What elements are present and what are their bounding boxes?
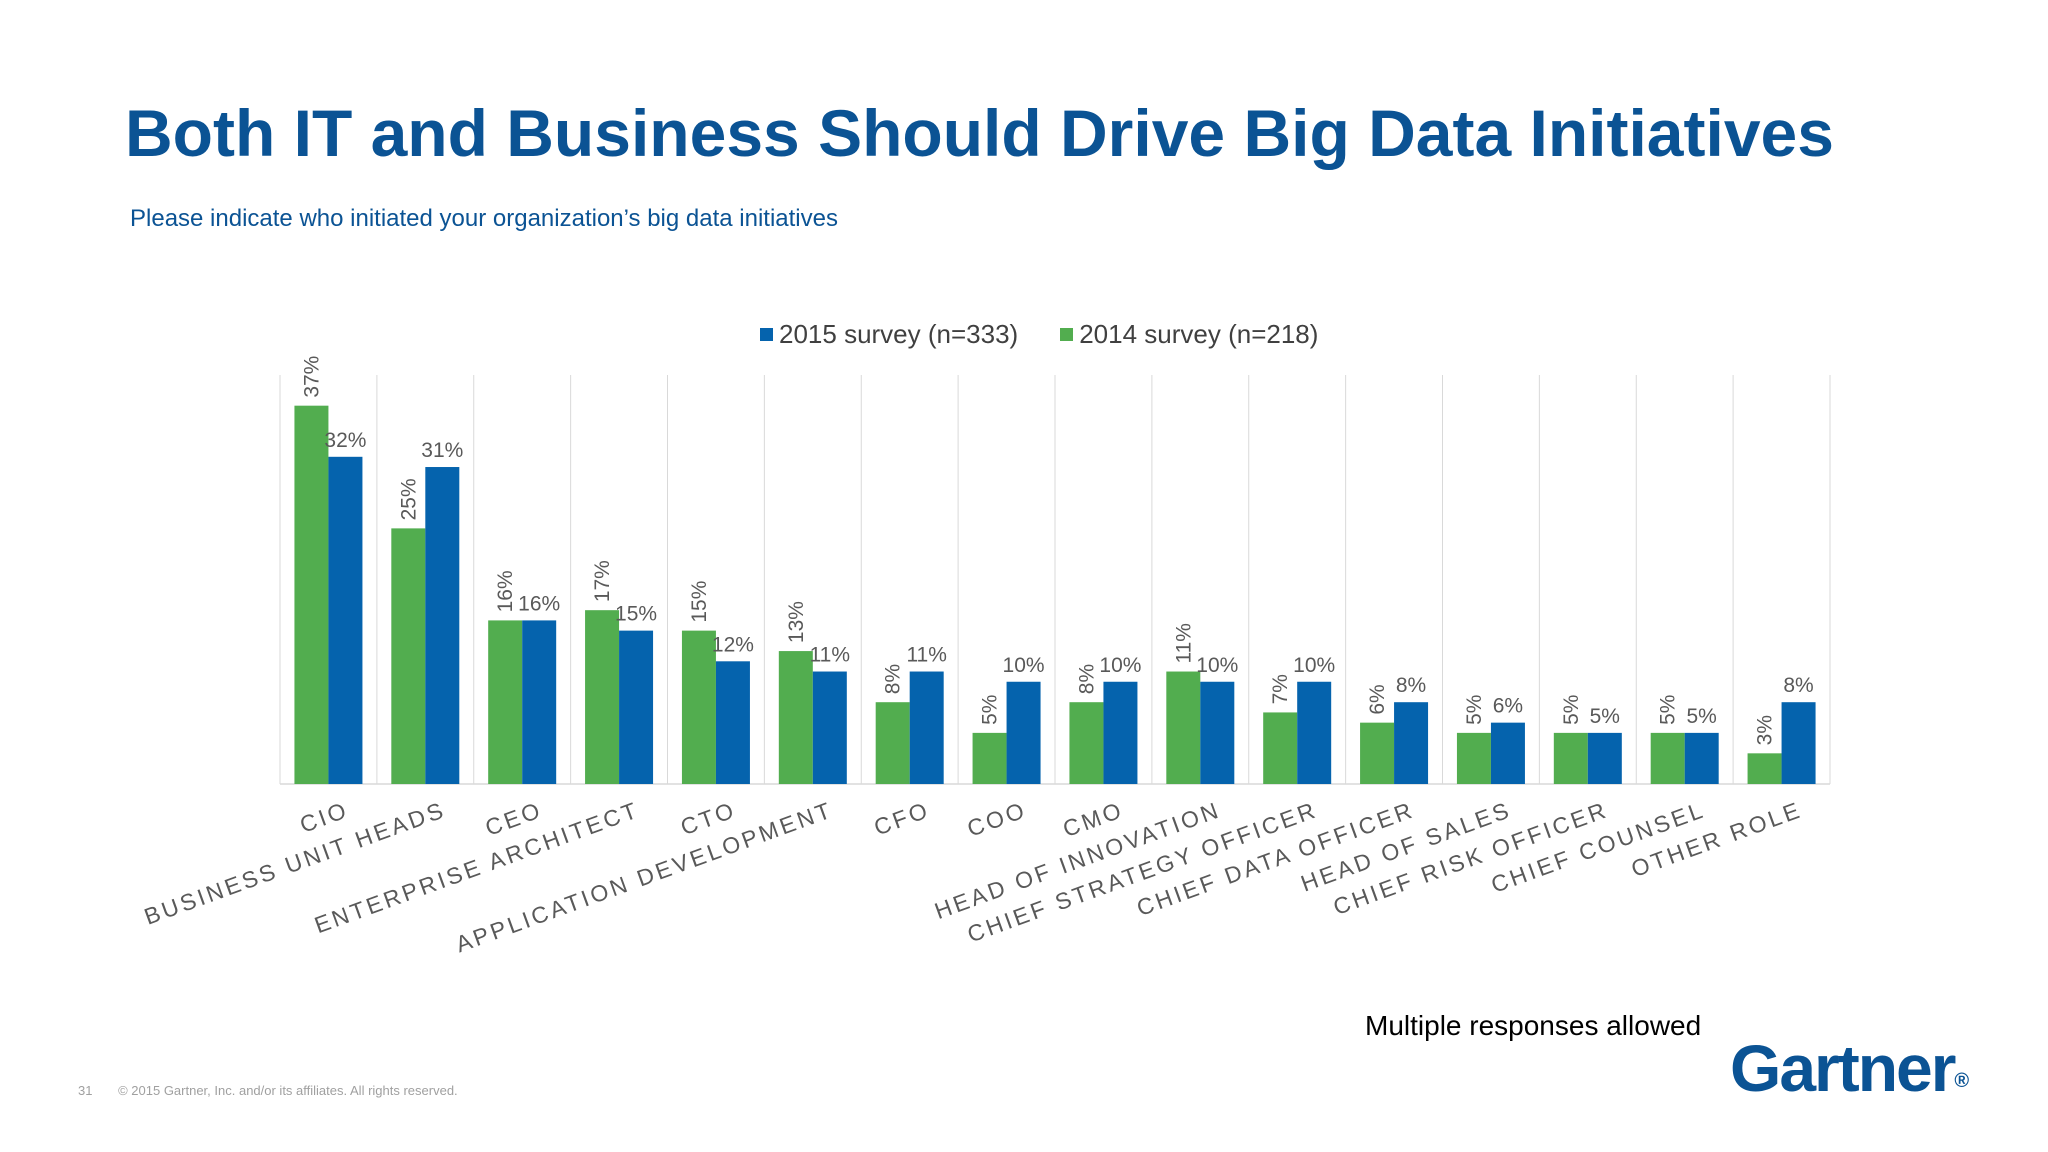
legend-entry-2015: 2015 survey (n=333) — [760, 319, 1018, 350]
data-label-2014: 25% — [397, 478, 420, 520]
data-label-2015: 10% — [1196, 654, 1238, 677]
data-label-2015: 15% — [615, 603, 657, 626]
bar-2015 — [1103, 681, 1138, 784]
data-label-2015: 11% — [906, 644, 946, 667]
bar-2015 — [1297, 681, 1332, 784]
data-label-2015: 8% — [1396, 674, 1426, 697]
bar-2014 — [778, 651, 813, 784]
bar-2014 — [681, 630, 716, 784]
data-label-2014: 5% — [1560, 695, 1583, 725]
bar-2015 — [1684, 732, 1719, 784]
bar-2015 — [328, 456, 363, 784]
bar-2015 — [812, 671, 847, 784]
chart-legend: 2015 survey (n=333) 2014 survey (n=218) — [760, 318, 1318, 350]
data-label-2014: 5% — [1463, 695, 1486, 725]
legend-entry-2014: 2014 survey (n=218) — [1060, 319, 1318, 350]
data-label-2015: 31% — [421, 439, 463, 462]
page-number: 31 — [78, 1083, 93, 1098]
bar-2014 — [488, 620, 523, 784]
bar-2014 — [972, 732, 1007, 784]
data-label-2014: 8% — [882, 664, 905, 694]
data-label-2015: 32% — [324, 429, 366, 452]
bar-2015 — [715, 661, 750, 784]
data-label-2014: 16% — [494, 570, 517, 612]
bar-2014 — [1263, 712, 1298, 784]
data-label-2014: 3% — [1754, 715, 1777, 745]
bar-2015 — [619, 630, 654, 784]
bar-2015 — [1394, 702, 1429, 784]
category-label: BUSINESS UNIT HEADS — [141, 796, 449, 929]
footer: 31 © 2015 Gartner, Inc. and/or its affil… — [78, 1083, 458, 1098]
bar-2015 — [909, 671, 944, 784]
bar-2014 — [391, 528, 426, 784]
category-label: ENTERPRISE ARCHITECT — [311, 796, 643, 938]
bar-2014 — [1553, 732, 1588, 784]
gartner-logo: Gartner® — [1730, 1030, 1969, 1106]
legend-swatch-2014 — [1060, 327, 1074, 341]
bar-2014 — [1360, 722, 1395, 784]
bar-2014 — [1069, 702, 1104, 784]
data-label-2015: 6% — [1493, 695, 1523, 718]
data-label-2015: 5% — [1590, 705, 1620, 728]
bar-2015 — [522, 620, 557, 784]
data-label-2015: 10% — [1293, 654, 1335, 677]
logo-registered-mark: ® — [1954, 1070, 1970, 1092]
data-label-2014: 15% — [688, 581, 711, 623]
category-label: COO — [964, 796, 1031, 841]
bar-2014 — [585, 610, 620, 784]
copyright-text: © 2015 Gartner, Inc. and/or its affiliat… — [118, 1083, 458, 1098]
bar-2015 — [1006, 681, 1041, 784]
bar-2014 — [875, 702, 910, 784]
legend-label-2015: 2015 survey (n=333) — [779, 318, 1019, 349]
data-label-2015: 10% — [1003, 654, 1045, 677]
data-label-2014: 6% — [1366, 684, 1389, 714]
survey-question: Please indicate who initiated your organ… — [130, 205, 838, 232]
data-label-2014: 5% — [979, 695, 1002, 725]
data-label-2014: 11% — [1172, 623, 1195, 663]
bar-2015 — [1200, 681, 1235, 784]
bar-2015 — [1587, 732, 1622, 784]
bar-2015 — [1490, 722, 1525, 784]
bar-2014 — [1166, 671, 1201, 784]
legend-label-2014: 2014 survey (n=218) — [1079, 318, 1319, 349]
bar-2014 — [294, 405, 329, 784]
responses-note: Multiple responses allowed — [1365, 1010, 1702, 1041]
page-title: Both IT and Business Should Drive Big Da… — [125, 96, 1834, 170]
data-label-2014: 5% — [1657, 695, 1680, 725]
data-label-2014: 37% — [300, 356, 323, 398]
bar-2015 — [425, 467, 460, 784]
data-label-2015: 16% — [518, 592, 560, 615]
data-label-2014: 17% — [591, 560, 614, 602]
bar-2014 — [1650, 732, 1685, 784]
data-label-2015: 11% — [810, 644, 850, 667]
data-label-2015: 5% — [1687, 705, 1717, 728]
bar-2014 — [1747, 753, 1782, 784]
data-label-2014: 7% — [1269, 674, 1292, 704]
data-label-2015: 12% — [712, 633, 754, 656]
data-label-2014: 8% — [1075, 664, 1098, 694]
bar-2015 — [1781, 702, 1816, 784]
bar-2014 — [1456, 732, 1491, 784]
logo-text: Gartner — [1730, 1031, 1956, 1105]
category-label: CFO — [870, 796, 933, 840]
data-label-2015: 10% — [1099, 654, 1141, 677]
legend-swatch-2015 — [760, 327, 773, 341]
data-label-2015: 8% — [1783, 674, 1813, 697]
data-label-2014: 13% — [785, 601, 808, 643]
